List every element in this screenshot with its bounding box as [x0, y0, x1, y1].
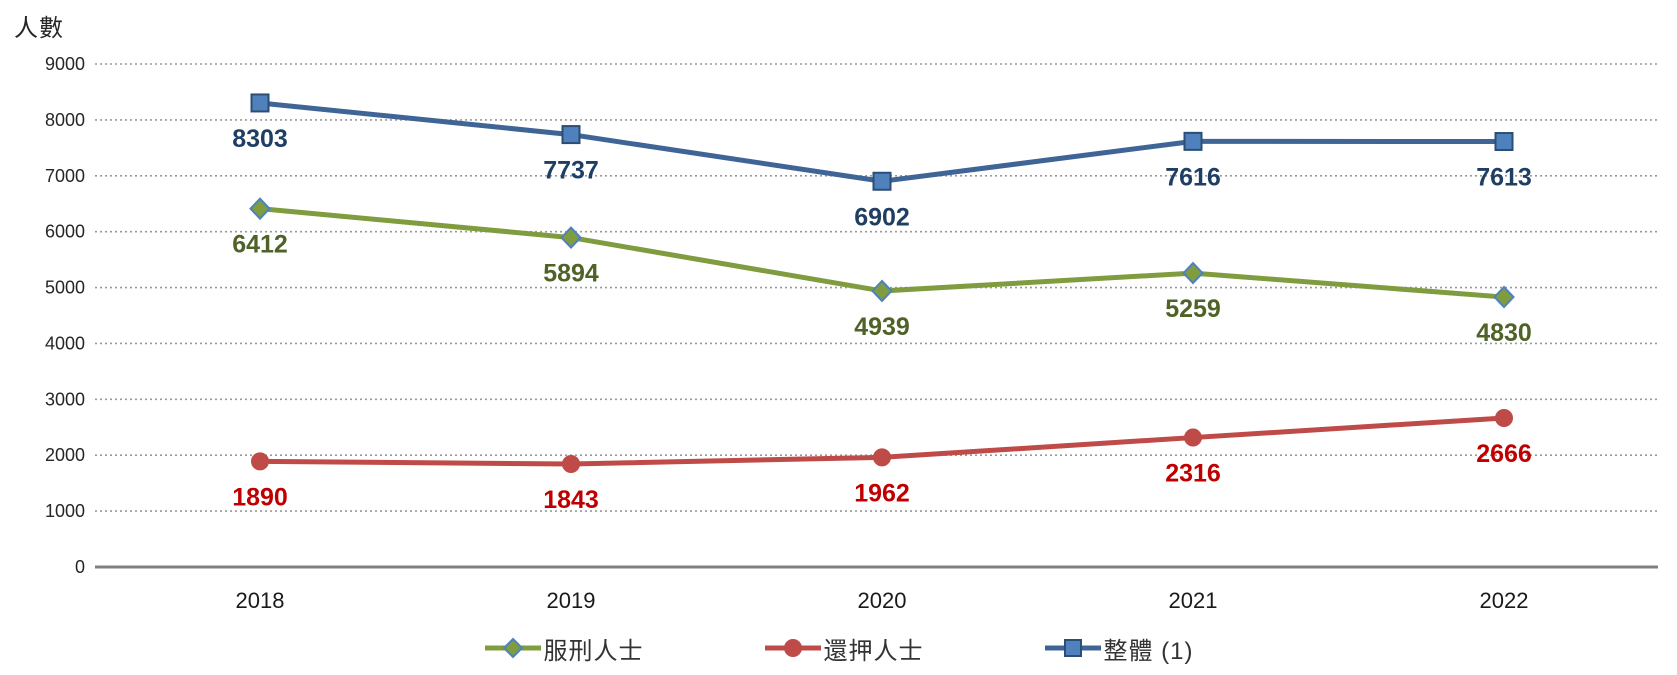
data-label: 7737	[543, 157, 599, 185]
data-point-marker	[873, 448, 891, 467]
data-point-marker	[1183, 131, 1203, 151]
data-label: 7616	[1165, 163, 1221, 191]
data-label: 1962	[854, 479, 910, 507]
data-point-marker	[1495, 409, 1513, 428]
y-tick-label: 5000	[45, 278, 85, 298]
y-axis-title: 人數	[14, 15, 64, 42]
x-tick-label: 2018	[236, 588, 285, 613]
y-tick-label: 6000	[45, 222, 85, 242]
legend-item: 還押人士	[764, 631, 924, 666]
y-tick-label: 0	[75, 557, 85, 577]
data-label: 8303	[232, 125, 288, 153]
y-tick-label: 1000	[45, 501, 85, 521]
data-label: 5259	[1165, 295, 1221, 323]
y-tick-label: 3000	[45, 389, 85, 409]
data-label: 7613	[1476, 164, 1532, 192]
data-label: 5894	[543, 260, 599, 288]
legend-square-icon	[1044, 639, 1101, 657]
legend-label: 整體 (1)	[1103, 637, 1194, 665]
y-tick-label: 9000	[45, 54, 85, 74]
data-label: 6412	[232, 231, 288, 259]
y-tick-label: 8000	[45, 110, 85, 130]
data-point-marker	[562, 454, 580, 473]
y-tick-label: 2000	[45, 445, 85, 465]
legend-diamond-icon	[484, 637, 541, 659]
data-point-marker	[251, 452, 269, 471]
legend-label: 還押人士	[823, 637, 924, 665]
legend-item: 服刑人士	[484, 631, 644, 666]
data-point-marker	[560, 226, 582, 250]
data-point-marker	[871, 279, 893, 303]
x-tick-label: 2020	[858, 588, 907, 613]
data-point-marker	[250, 93, 270, 113]
data-label: 1843	[543, 486, 599, 514]
data-point-marker	[872, 171, 892, 191]
legend-item: 整體 (1)	[1044, 631, 1194, 666]
data-label: 6902	[854, 203, 910, 231]
x-tick-label: 2019	[547, 588, 596, 613]
data-label: 4830	[1476, 319, 1532, 347]
chart-legend: 服刑人士 還押人士 整體 (1)	[0, 630, 1677, 666]
x-tick-label: 2021	[1169, 588, 1218, 613]
legend-label: 服刑人士	[543, 637, 644, 665]
data-point-marker	[1182, 261, 1204, 285]
data-point-marker	[1184, 428, 1202, 447]
data-label: 1890	[232, 483, 288, 511]
data-point-marker	[1493, 285, 1515, 309]
data-label: 2316	[1165, 460, 1221, 488]
data-point-marker	[1494, 132, 1514, 152]
y-tick-label: 4000	[45, 333, 85, 353]
data-point-marker	[249, 197, 271, 221]
series-line	[257, 100, 1507, 184]
x-tick-label: 2022	[1480, 588, 1529, 613]
data-label: 4939	[854, 313, 910, 341]
y-tick-label: 7000	[45, 166, 85, 186]
data-label: 2666	[1476, 440, 1532, 468]
legend-circle-icon	[764, 639, 821, 657]
data-point-marker	[561, 125, 581, 145]
